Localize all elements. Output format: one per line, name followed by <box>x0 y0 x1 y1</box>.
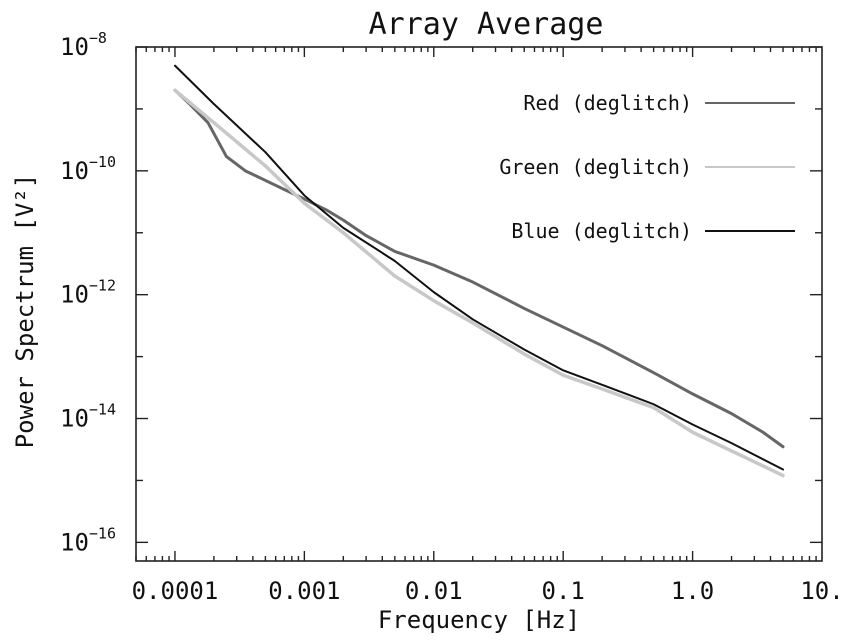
y-tick-exponent: −14 <box>89 401 116 419</box>
axes-layer: 0.0001 0.001 0.01 0.1 1.0 10.10−810−1010−1210… <box>60 29 844 605</box>
y-tick-exponent: −10 <box>89 153 116 171</box>
legend-label: Green (deglitch) <box>499 155 692 179</box>
y-tick-exponent: −16 <box>89 524 116 542</box>
x-axis-label: Frequency [Hz] <box>378 606 580 634</box>
y-tick-base: 10 <box>60 528 89 556</box>
x-tick-label: 1.0 <box>671 577 714 605</box>
y-tick-label: 10−16 <box>60 524 116 556</box>
x-tick-label: 10. <box>800 577 843 605</box>
series-layer <box>173 64 785 478</box>
y-tick-label: 10−12 <box>60 277 116 309</box>
x-tick-label: 0.1 <box>542 577 585 605</box>
y-axis-label: Power Spectrum [V²] <box>11 174 39 449</box>
y-tick-base: 10 <box>60 405 89 433</box>
x-tick-label: 0.01 <box>405 577 463 605</box>
legend-label: Red (deglitch) <box>523 91 692 115</box>
legend-layer: Red (deglitch) Green (deglitch) Blue (degl… <box>499 91 795 243</box>
x-tick-label: 0.001 <box>268 577 340 605</box>
series-line-green <box>173 88 785 478</box>
x-tick-label: 0.0001 <box>132 577 219 605</box>
y-tick-exponent: −12 <box>89 277 116 295</box>
legend-label: Blue (deglitch) <box>511 219 692 243</box>
y-tick-base: 10 <box>60 281 89 309</box>
y-tick-label: 10−8 <box>60 29 107 61</box>
y-tick-base: 10 <box>60 33 89 61</box>
y-tick-base: 10 <box>60 157 89 185</box>
series-line-blue <box>173 64 785 471</box>
series-line-red <box>173 88 785 449</box>
chart-title: Array Average <box>369 7 604 42</box>
y-tick-exponent: −8 <box>89 29 107 47</box>
y-tick-label: 10−14 <box>60 401 116 433</box>
y-tick-label: 10−10 <box>60 153 116 185</box>
plot-area-frame <box>135 46 823 562</box>
